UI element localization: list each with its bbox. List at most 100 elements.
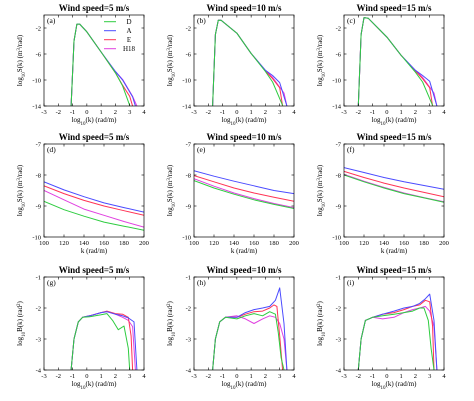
series-line-h18 (70, 311, 136, 370)
y-tick-label: -2 (36, 305, 41, 312)
legend-label-h18: H18 (123, 45, 136, 53)
x-tick-label: 4 (142, 373, 146, 380)
x-tick-label: 180 (269, 240, 279, 247)
y-tick-label: -14 (32, 103, 41, 110)
x-tick-label: 160 (249, 240, 259, 247)
x-axis-label: k (rad/m) (231, 247, 258, 255)
axes-frame (43, 143, 145, 238)
series-line-d (212, 19, 284, 106)
x-tick-label: 4 (142, 109, 146, 116)
x-tick-label: -1 (370, 109, 375, 116)
series-line-e (344, 170, 444, 198)
y-tick-label: -7 (36, 141, 42, 148)
y-axis-label: log10B(k) (rad2) (16, 301, 27, 346)
y-tick-label: -2 (336, 305, 341, 312)
axes-frame (193, 14, 295, 107)
x-tick-label: 0 (85, 109, 88, 116)
x-axis-label: log10(k) (rad/m) (372, 116, 418, 127)
series-line-e (212, 304, 284, 370)
legend-label-a: A (126, 27, 131, 35)
y-tick-label: -2 (36, 25, 41, 32)
x-tick-label: 140 (379, 240, 389, 247)
series-line-h18 (212, 19, 288, 106)
x-tick-label: 2 (114, 109, 117, 116)
series-line-a (357, 17, 438, 106)
x-tick-label: -3 (341, 373, 346, 380)
y-tick-label: -1 (336, 274, 341, 281)
x-tick-label: -2 (356, 373, 361, 380)
series-group (212, 287, 288, 370)
panel-label: (f) (347, 145, 355, 154)
x-tick-label: 0 (385, 109, 388, 116)
y-tick-label: -7 (186, 141, 192, 148)
y-tick-label: -6 (186, 51, 192, 58)
panel-title: Wind speed=15 m/s (357, 3, 432, 13)
x-axis-label: log10(k) (rad/m) (72, 380, 118, 391)
x-tick-label: -1 (370, 373, 375, 380)
x-tick-label: 140 (229, 240, 239, 247)
series-line-d (357, 17, 434, 106)
y-tick-label: -9 (36, 203, 41, 210)
axes-frame (343, 276, 445, 371)
y-tick-label: -7 (336, 141, 342, 148)
x-axis-label: log10(k) (rad/m) (372, 380, 418, 391)
series-line-d (357, 307, 435, 370)
x-tick-label: -1 (70, 373, 75, 380)
panel-label: (a) (47, 16, 56, 25)
y-tick-label: -14 (182, 103, 191, 110)
x-tick-label: 3 (128, 109, 131, 116)
x-tick-label: -2 (56, 373, 61, 380)
series-line-d (212, 311, 285, 370)
x-axis-label: k (rad/m) (81, 247, 108, 255)
panel-label: (g) (47, 278, 56, 287)
y-tick-label: -1 (36, 274, 41, 281)
y-tick-label: -2 (186, 25, 191, 32)
axes-frame (193, 276, 295, 371)
x-tick-label: -1 (70, 109, 75, 116)
panel-title: Wind speed=15 m/s (357, 265, 432, 275)
x-tick-label: 200 (439, 240, 449, 247)
series-line-h18 (44, 190, 144, 228)
series-line-h18 (212, 315, 288, 370)
x-tick-label: 4 (292, 373, 296, 380)
panel-title: Wind speed=5 m/s (59, 265, 130, 275)
series-group (212, 19, 288, 106)
series-line-e (44, 185, 144, 216)
series-line-d (194, 180, 294, 209)
x-tick-label: 3 (428, 373, 431, 380)
series-group (44, 181, 144, 231)
y-tick-label: -8 (336, 172, 341, 179)
x-tick-label: 1 (100, 109, 103, 116)
y-tick-label: -3 (36, 336, 41, 343)
x-tick-label: 180 (419, 240, 429, 247)
x-tick-label: 100 (339, 240, 349, 247)
x-tick-label: 1 (100, 373, 103, 380)
x-tick-label: 3 (428, 109, 431, 116)
series-line-e (212, 19, 284, 106)
series-line-e (194, 175, 294, 202)
x-tick-label: -1 (220, 109, 225, 116)
x-tick-label: 4 (442, 109, 446, 116)
axes-frame (43, 14, 145, 107)
series-line-h18 (194, 178, 294, 209)
series-group (70, 310, 138, 370)
x-tick-label: -3 (191, 109, 196, 116)
series-line-a (344, 167, 444, 190)
panel-e: 100 120 140 160 180 200 -7 -8 -9 -10 Wind speed=10… (166, 132, 299, 255)
x-axis-label: log10(k) (rad/m) (222, 380, 268, 391)
panel-title: Wind speed=15 m/s (357, 132, 432, 142)
x-tick-label: 2 (264, 109, 267, 116)
series-line-e (70, 23, 134, 106)
y-tick-label: -10 (182, 77, 191, 84)
x-tick-label: 120 (359, 240, 369, 247)
x-tick-label: 1 (400, 109, 403, 116)
panel-label: (c) (347, 16, 356, 25)
y-tick-label: -1 (186, 274, 191, 281)
series-line-d (70, 313, 131, 370)
series-line-a (212, 287, 288, 370)
panel-title: Wind speed=5 m/s (59, 132, 130, 142)
x-tick-label: 160 (399, 240, 409, 247)
